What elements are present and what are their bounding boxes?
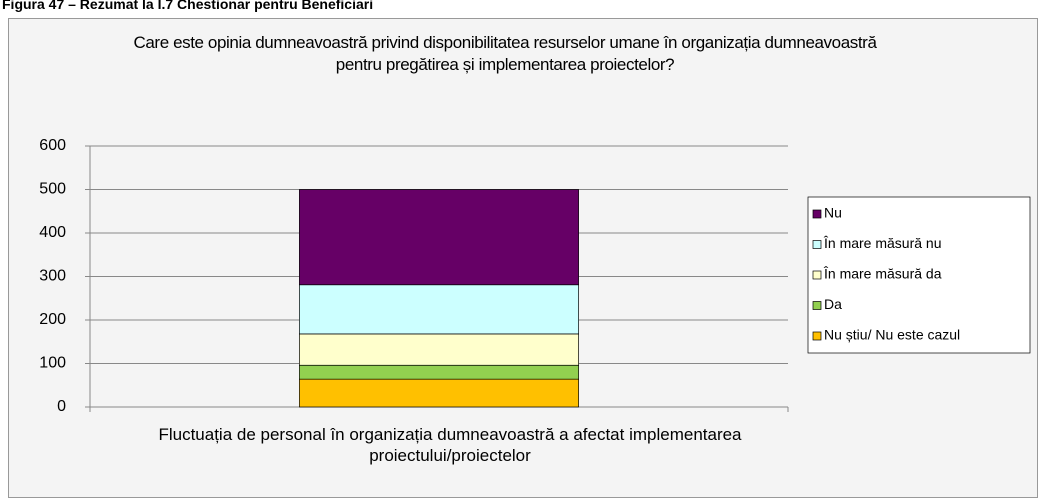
legend: Nu știu/ Nu este cazul Da În mare măsură d… xyxy=(807,196,1031,354)
legend-swatch xyxy=(812,301,822,310)
legend-box xyxy=(807,196,1031,354)
legend-label: Nu știu/ Nu este cazul xyxy=(824,327,960,343)
bar-segment xyxy=(299,378,579,408)
bar-segment xyxy=(299,284,579,335)
chart-title: Care este opinia dumneavoastră privind d… xyxy=(133,33,877,74)
legend-swatch xyxy=(812,209,822,219)
y-tick-label: 500 xyxy=(39,181,66,198)
bar-segment xyxy=(299,189,579,286)
y-tick-label: 300 xyxy=(39,268,66,285)
x-tick-label: Fluctuația de personal în organizația du… xyxy=(158,425,742,465)
legend-label: În mare măsură nu xyxy=(823,235,942,251)
legend-label: Nu xyxy=(824,205,842,221)
legend-swatch xyxy=(812,270,822,280)
figure-heading: Figura 47 – Rezumat la I.7 Chestionar pe… xyxy=(2,0,374,12)
y-tick-label: 600 xyxy=(39,137,66,154)
y-tick-label: 200 xyxy=(39,311,66,328)
legend-label: În mare măsură da xyxy=(823,266,942,282)
y-tick-label: 400 xyxy=(39,224,66,241)
legend-swatch xyxy=(812,240,822,249)
y-tick-label: 0 xyxy=(57,398,66,415)
bar-segment xyxy=(299,364,579,380)
y-tick-label: 100 xyxy=(39,355,66,372)
bar-segment xyxy=(299,333,579,366)
legend-label: Da xyxy=(824,296,842,312)
legend-swatch xyxy=(812,331,822,341)
